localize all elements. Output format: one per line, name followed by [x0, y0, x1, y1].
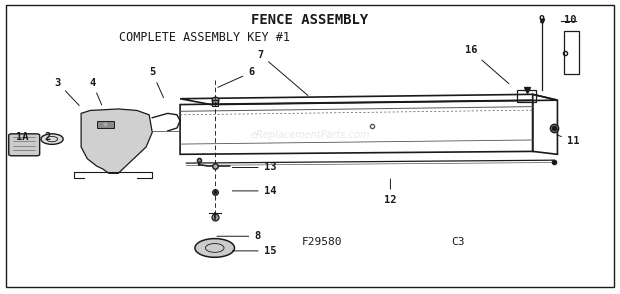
Text: COMPLETE ASSEMBLY KEY #1: COMPLETE ASSEMBLY KEY #1 — [119, 31, 290, 44]
Text: 8: 8 — [217, 231, 260, 241]
Text: 2: 2 — [44, 132, 50, 142]
Text: 16: 16 — [464, 46, 509, 84]
Text: 15: 15 — [232, 246, 276, 256]
Text: 5: 5 — [149, 67, 164, 98]
Text: FENCE ASSEMBLY: FENCE ASSEMBLY — [251, 13, 369, 27]
FancyBboxPatch shape — [9, 134, 40, 156]
Bar — [97, 121, 114, 128]
Text: 7: 7 — [257, 50, 308, 96]
Text: 3: 3 — [55, 78, 79, 106]
Text: 14: 14 — [232, 186, 276, 196]
Text: 6: 6 — [218, 67, 254, 87]
Text: 13: 13 — [232, 163, 276, 173]
Circle shape — [41, 134, 63, 144]
Text: F29580: F29580 — [302, 237, 343, 247]
Text: eReplacementParts.com: eReplacementParts.com — [250, 130, 370, 140]
Text: 10: 10 — [564, 15, 576, 25]
Text: 9: 9 — [539, 15, 545, 25]
Polygon shape — [81, 109, 153, 173]
Text: 11: 11 — [557, 135, 579, 146]
Text: 12: 12 — [384, 179, 397, 205]
Text: 1A: 1A — [16, 132, 29, 142]
Circle shape — [195, 239, 234, 257]
Text: C3: C3 — [452, 237, 465, 247]
Text: 4: 4 — [89, 78, 102, 105]
